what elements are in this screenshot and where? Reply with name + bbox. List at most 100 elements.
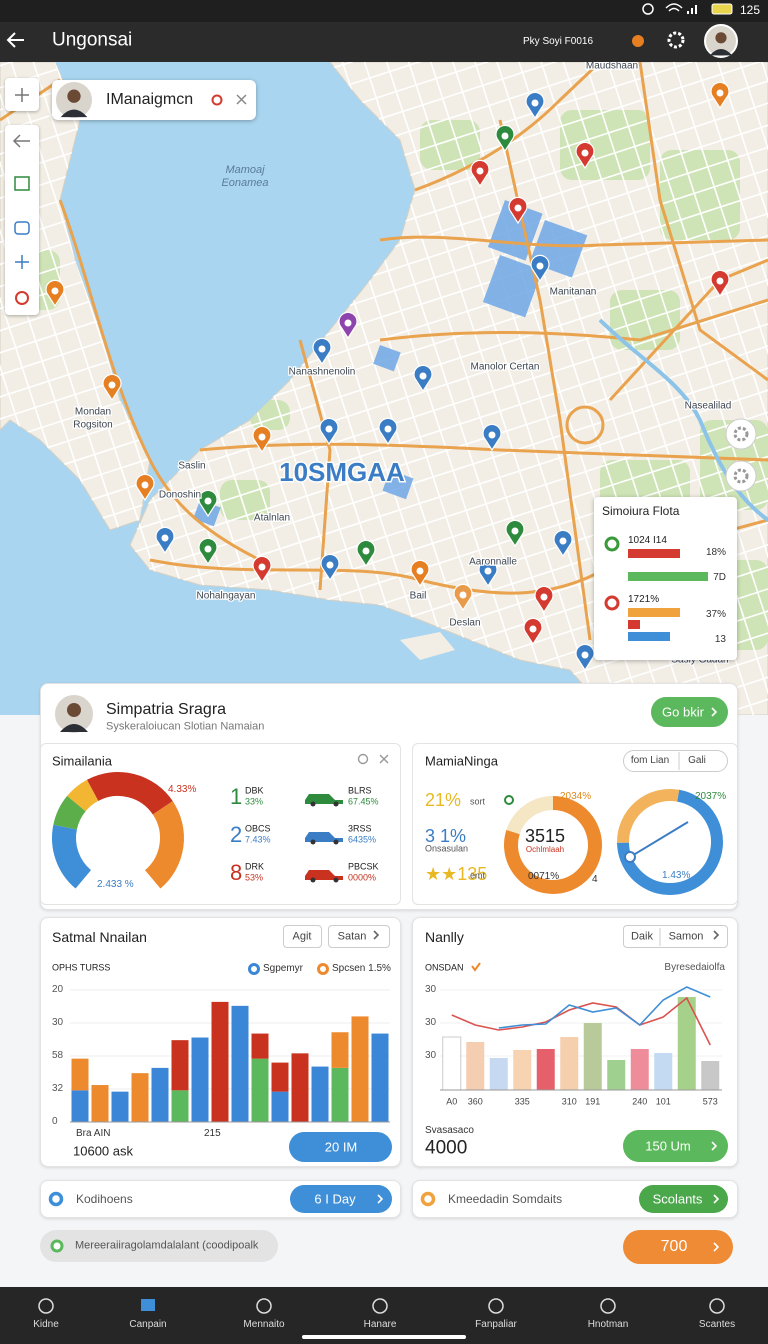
bar <box>630 1049 649 1090</box>
footer-button[interactable] <box>289 1132 392 1162</box>
x-tick-label: 101 <box>655 1096 671 1107</box>
status-bar <box>0 0 768 22</box>
popup-bar <box>628 608 680 617</box>
axis-title: Byresedaiolfa <box>664 962 725 973</box>
ring-segment <box>53 795 86 831</box>
bar <box>271 1091 289 1122</box>
map-label: Rogsiton <box>73 420 112 431</box>
footer-button[interactable] <box>623 1130 728 1162</box>
cta-button[interactable] <box>623 1230 733 1264</box>
gear-button[interactable] <box>725 460 757 492</box>
home-indicator <box>302 1335 466 1339</box>
bar <box>536 1049 555 1090</box>
ring-segment <box>617 789 680 843</box>
status-dot <box>504 795 514 805</box>
legend-marker <box>317 963 329 975</box>
signal-icon <box>687 5 697 14</box>
nav-item[interactable] <box>1 1290 91 1340</box>
filter-pill[interactable] <box>623 750 728 772</box>
map-pin-dot <box>161 534 169 542</box>
bar <box>291 1053 309 1122</box>
search-text: IManaigmcn <box>106 91 194 108</box>
info-chip[interactable] <box>40 1230 278 1262</box>
ring-segment <box>87 772 173 816</box>
footer-label: Svasasaco <box>425 1125 474 1136</box>
settings-icon[interactable] <box>667 31 685 49</box>
app-subtitle: Pky Soyi F0016 <box>523 36 594 47</box>
stat-label: Onsasulan <box>425 843 469 854</box>
card-title: Satmal Nnailan <box>52 929 147 945</box>
ring-segment <box>144 801 184 889</box>
icon-chart <box>14 176 30 191</box>
filter-label: Gali <box>688 755 706 766</box>
nav-icon <box>38 1298 54 1314</box>
block <box>382 469 414 500</box>
gear-button[interactable] <box>725 418 757 450</box>
ring-label: 2037% <box>695 791 727 802</box>
row-percent: 0000% <box>348 872 377 883</box>
map-toolbar[interactable] <box>5 125 39 315</box>
map-pin-dot <box>326 561 334 569</box>
map-pin-dot <box>419 372 427 380</box>
ring-segment <box>504 796 602 894</box>
action-icon <box>420 1191 436 1207</box>
bar <box>271 1062 289 1092</box>
y-tick-label: 32 <box>52 1083 64 1094</box>
map-pin-dot <box>484 567 492 575</box>
map-pin-dot <box>325 425 333 433</box>
stat-label: sort <box>470 796 486 807</box>
nav-item[interactable] <box>335 1290 425 1340</box>
wheel <box>333 801 339 807</box>
nav-item[interactable] <box>563 1290 653 1340</box>
map-pin-dot <box>459 591 467 599</box>
nav-item[interactable] <box>103 1290 193 1340</box>
action-button[interactable] <box>639 1185 728 1213</box>
avatar-body <box>60 724 88 732</box>
legend-marker <box>248 963 260 975</box>
action-icon <box>48 1191 64 1207</box>
legend-label: Spcsen 1.5% <box>332 963 391 974</box>
map-pin-dot <box>51 287 59 295</box>
y-tick-label: 58 <box>52 1050 64 1061</box>
filter-pill[interactable] <box>623 925 728 948</box>
map-pin-dot <box>108 381 116 389</box>
footer-button-label: 150 Um <box>645 1138 691 1154</box>
gauge-chart <box>52 753 389 889</box>
row-code: BLRS <box>348 785 372 796</box>
popup-value: 37% <box>705 609 726 620</box>
bar <box>583 1023 602 1090</box>
row-percent: 53% <box>245 872 264 883</box>
summary-name: Simpatria Sragra <box>106 701 227 718</box>
map-pin-dot <box>716 89 724 97</box>
avatar-head <box>715 32 727 44</box>
nav-item[interactable] <box>451 1290 541 1340</box>
row-percent: 6435% <box>348 834 377 845</box>
map-controls <box>12 88 757 492</box>
map-pin-dot <box>258 433 266 441</box>
summary-subtitle: Syskeraloiucan Slotian Namaian <box>106 720 265 733</box>
nav-icon <box>709 1298 725 1314</box>
nav-item[interactable] <box>672 1290 762 1340</box>
street <box>456 62 768 715</box>
filter-pill[interactable] <box>328 925 390 948</box>
filter-pill[interactable] <box>283 925 322 948</box>
app-bar-icons <box>6 3 738 58</box>
row-code: PBCSK <box>348 861 379 872</box>
action-button[interactable] <box>290 1185 392 1213</box>
popup-bar <box>628 549 680 558</box>
bar <box>151 1067 169 1122</box>
back-arrow[interactable] <box>6 32 24 48</box>
avatar-head <box>67 703 81 717</box>
y-tick-label: 30 <box>425 1017 437 1028</box>
chevron-icon <box>713 930 720 940</box>
bar <box>607 1060 626 1090</box>
nav-label: Hanare <box>363 1319 397 1330</box>
icon-pin <box>15 291 29 305</box>
bar <box>231 1005 249 1122</box>
map-pin-dot <box>514 204 522 212</box>
bar <box>171 1040 189 1091</box>
nav-icon <box>372 1298 388 1314</box>
ring-label: 0071% <box>528 871 560 882</box>
nav-item[interactable] <box>219 1290 309 1340</box>
popup-row-label: 1024 I14 <box>628 535 667 546</box>
